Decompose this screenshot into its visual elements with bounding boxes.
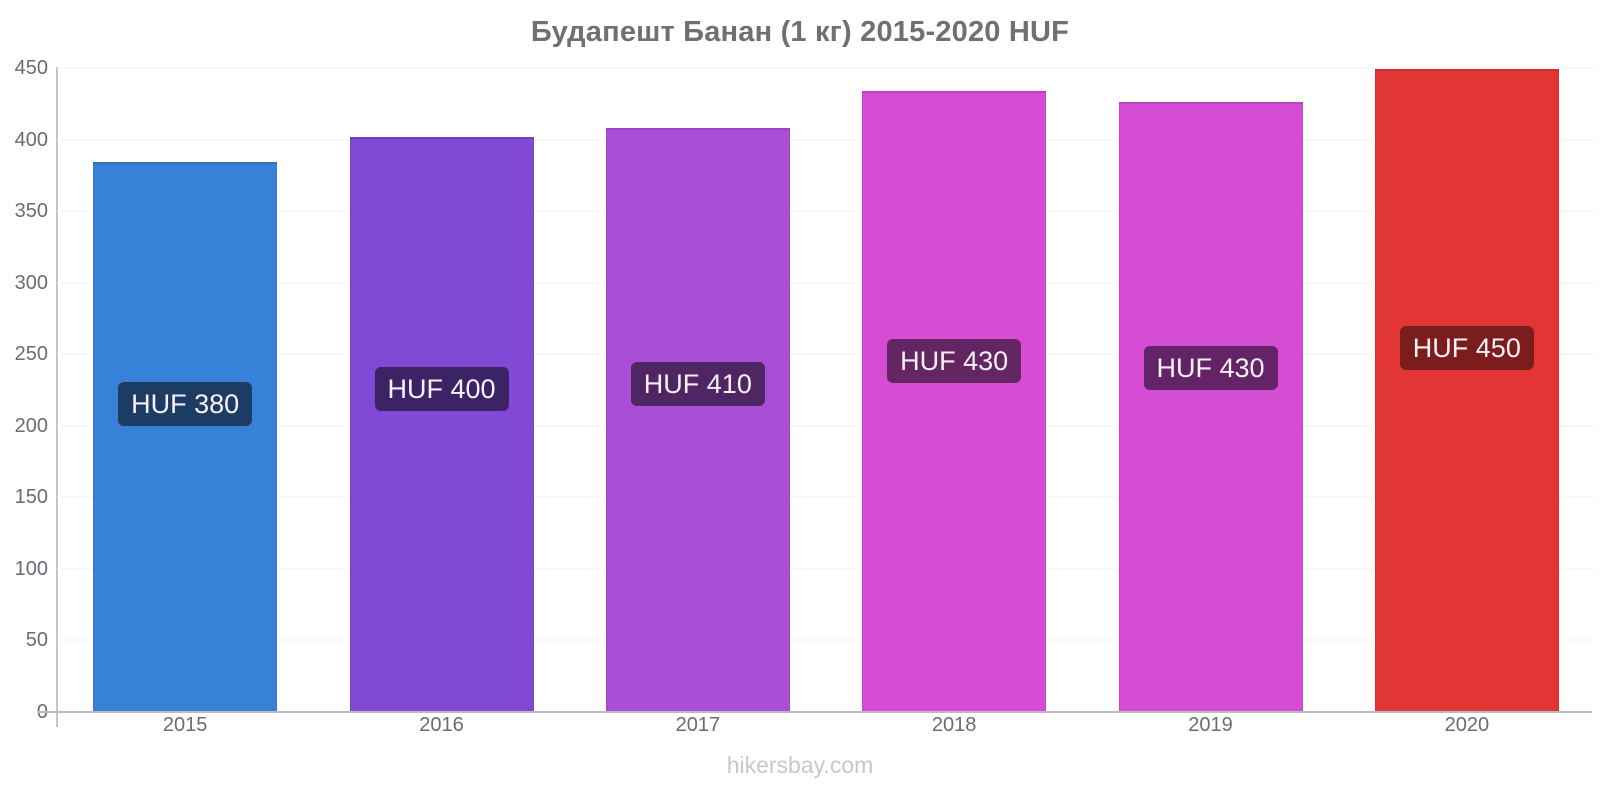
plot-area: HUF 380 HUF 400 HUF 410 HUF 430 HUF 430 HUF 4… xyxy=(57,67,1595,712)
x-tick-label-2015: 2015 xyxy=(162,714,208,736)
value-label-2020: HUF 450 xyxy=(1399,326,1534,371)
value-label-2018: HUF 430 xyxy=(887,339,1022,384)
bar-2020[interactable]: HUF 450 xyxy=(1374,69,1559,712)
value-label-2019: HUF 430 xyxy=(1143,346,1278,391)
value-label-2015: HUF 380 xyxy=(118,382,253,427)
bar-2015[interactable]: HUF 380 xyxy=(93,162,278,712)
y-tick-label-350: 350 xyxy=(14,200,48,223)
y-axis-line xyxy=(56,67,58,727)
gridline-150 xyxy=(57,496,1595,498)
y-tick-label-50: 50 xyxy=(25,629,48,652)
gridline-400 xyxy=(57,139,1595,141)
bar-2018[interactable]: HUF 430 xyxy=(862,90,1047,712)
gridline-200 xyxy=(57,425,1595,427)
y-axis-labels: 050100150200250300350400450 xyxy=(0,58,48,722)
x-tick-label-2016: 2016 xyxy=(419,714,464,736)
y-tick-label-400: 400 xyxy=(14,128,48,151)
y-tick-label-300: 300 xyxy=(14,271,48,294)
watermark-text: hikersbay.com xyxy=(726,752,874,778)
y-tick-label-100: 100 xyxy=(14,557,48,580)
gridline-300 xyxy=(57,282,1595,284)
y-tick-label-250: 250 xyxy=(14,343,48,366)
y-tick-label-150: 150 xyxy=(14,486,48,509)
value-label-2017: HUF 410 xyxy=(630,361,765,406)
x-tick-label-2020: 2020 xyxy=(1444,714,1490,736)
gridline-450 xyxy=(57,67,1595,69)
x-tick-label-2017: 2017 xyxy=(675,714,721,736)
bar-2017[interactable]: HUF 410 xyxy=(605,128,790,712)
x-tick-label-2019: 2019 xyxy=(1188,714,1233,736)
chart-title: Будапешт Банан (1 кг) 2015-2020 HUF xyxy=(530,16,1070,48)
y-tick-label-200: 200 xyxy=(14,414,48,437)
x-tick-label-2018: 2018 xyxy=(931,714,977,736)
x-axis-line xyxy=(38,711,1592,713)
gridline-50 xyxy=(57,639,1595,641)
y-tick-label-450: 450 xyxy=(14,57,48,79)
bar-2019[interactable]: HUF 430 xyxy=(1118,102,1303,712)
gridline-250 xyxy=(57,353,1595,355)
gridline-350 xyxy=(57,210,1595,212)
bar-2016[interactable]: HUF 400 xyxy=(349,136,534,712)
value-label-2016: HUF 400 xyxy=(374,366,509,411)
gridline-100 xyxy=(57,568,1595,570)
x-axis-labels: 2015 2016 2017 2018 2019 2020 xyxy=(57,714,1595,744)
